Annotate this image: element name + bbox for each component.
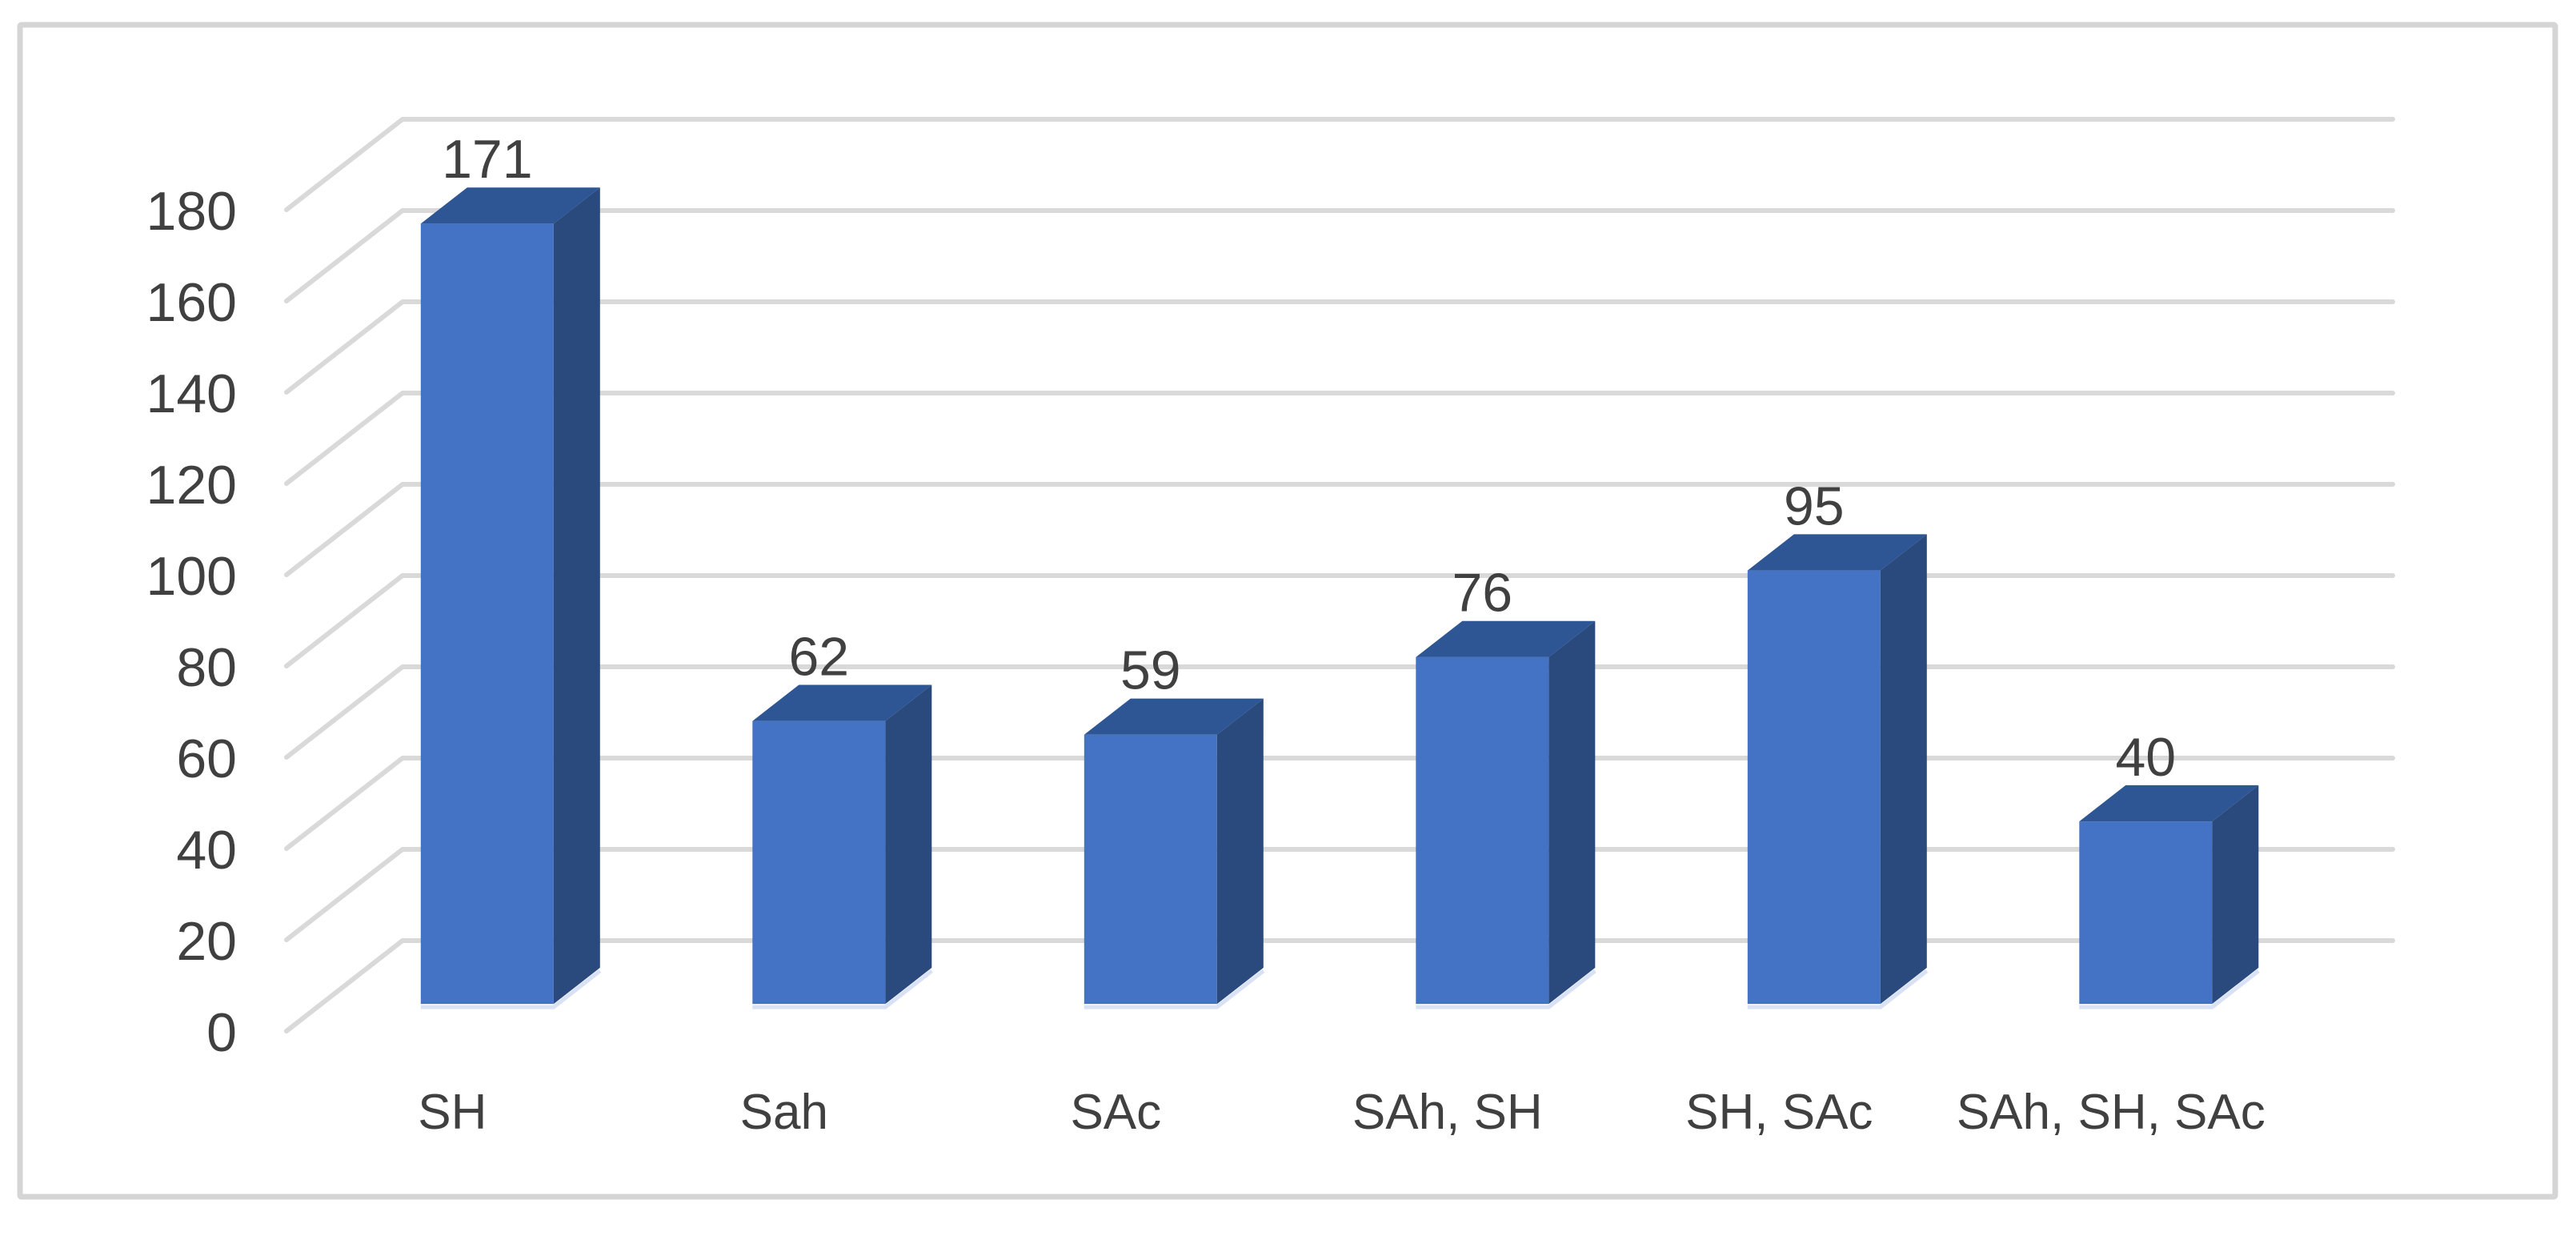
y-tick-label: 60 (176, 728, 237, 789)
gridline (284, 391, 2395, 486)
bar-bottom-highlight (1747, 969, 1929, 1009)
bar-3d: 40 SAh, SH, SAc (1957, 727, 2266, 1140)
bar-bottom-highlight (420, 969, 602, 1009)
bar-top-face (1084, 698, 1264, 735)
bar-front-face (1416, 656, 1549, 1005)
bar-front-face (1084, 734, 1217, 1005)
gridline (284, 573, 2395, 668)
y-tick-label: 20 (176, 911, 237, 972)
category-label: SAc (1070, 1085, 1161, 1140)
y-tick-label: 160 (146, 272, 237, 333)
bar-front-face (1747, 570, 1881, 1005)
gridline (284, 208, 2395, 303)
chart-border (17, 22, 2558, 1200)
bar-front-face (420, 223, 554, 1005)
bar-side-face (885, 684, 932, 1005)
bar-bottom-highlight (1084, 969, 1265, 1009)
bar-top-face (752, 684, 932, 721)
category-label: SH (418, 1085, 487, 1140)
category-label: SAh, SH, SAc (1957, 1085, 2266, 1140)
bar-front-face (2079, 821, 2213, 1005)
bar-3d: 171 SH (418, 129, 602, 1140)
y-tick-label: 40 (176, 820, 237, 881)
value-label: 62 (788, 627, 849, 688)
value-label: 59 (1120, 640, 1181, 701)
category-label: SAh, SH (1352, 1085, 1543, 1140)
y-tick-label: 120 (146, 455, 237, 516)
bar-top-face (1416, 620, 1596, 657)
bar-top-face (420, 187, 600, 224)
y-tick-label: 0 (206, 1002, 237, 1063)
gridline (284, 299, 2395, 395)
value-label: 171 (442, 129, 532, 190)
gridline (284, 117, 2395, 212)
value-label: 40 (2115, 727, 2176, 788)
gridline (284, 756, 2395, 851)
bar-side-face (1880, 534, 1927, 1005)
bar-side-face (2212, 785, 2259, 1005)
bar-bottom-highlight (752, 969, 933, 1009)
bar-top-face (2079, 785, 2259, 822)
bar-side-face (1216, 698, 1264, 1005)
y-tick-label: 100 (146, 546, 237, 607)
gridline (284, 664, 2395, 760)
bar-3d: 59 SAc (1070, 640, 1265, 1140)
gridline (284, 847, 2395, 942)
category-label: SH, SAc (1685, 1085, 1873, 1140)
bar-3d: 62 Sah (740, 627, 933, 1140)
bar-side-face (553, 187, 600, 1005)
y-tick-label: 140 (146, 363, 237, 424)
gridline (284, 938, 2395, 1033)
bar-bottom-highlight (2079, 969, 2260, 1009)
bar-3d: 76 SAh, SH (1352, 563, 1596, 1140)
bar-top-face (1747, 534, 1927, 571)
bar-front-face (752, 720, 886, 1005)
value-label: 95 (1784, 476, 1845, 536)
category-label: Sah (740, 1085, 828, 1140)
bar-side-face (1548, 620, 1596, 1005)
value-label: 76 (1452, 563, 1512, 624)
gridline (284, 482, 2395, 577)
y-tick-label: 180 (146, 181, 237, 242)
bar-3d: 95 SH, SAc (1685, 476, 1929, 1140)
y-tick-label: 80 (176, 637, 237, 698)
bar-bottom-highlight (1416, 969, 1596, 1009)
